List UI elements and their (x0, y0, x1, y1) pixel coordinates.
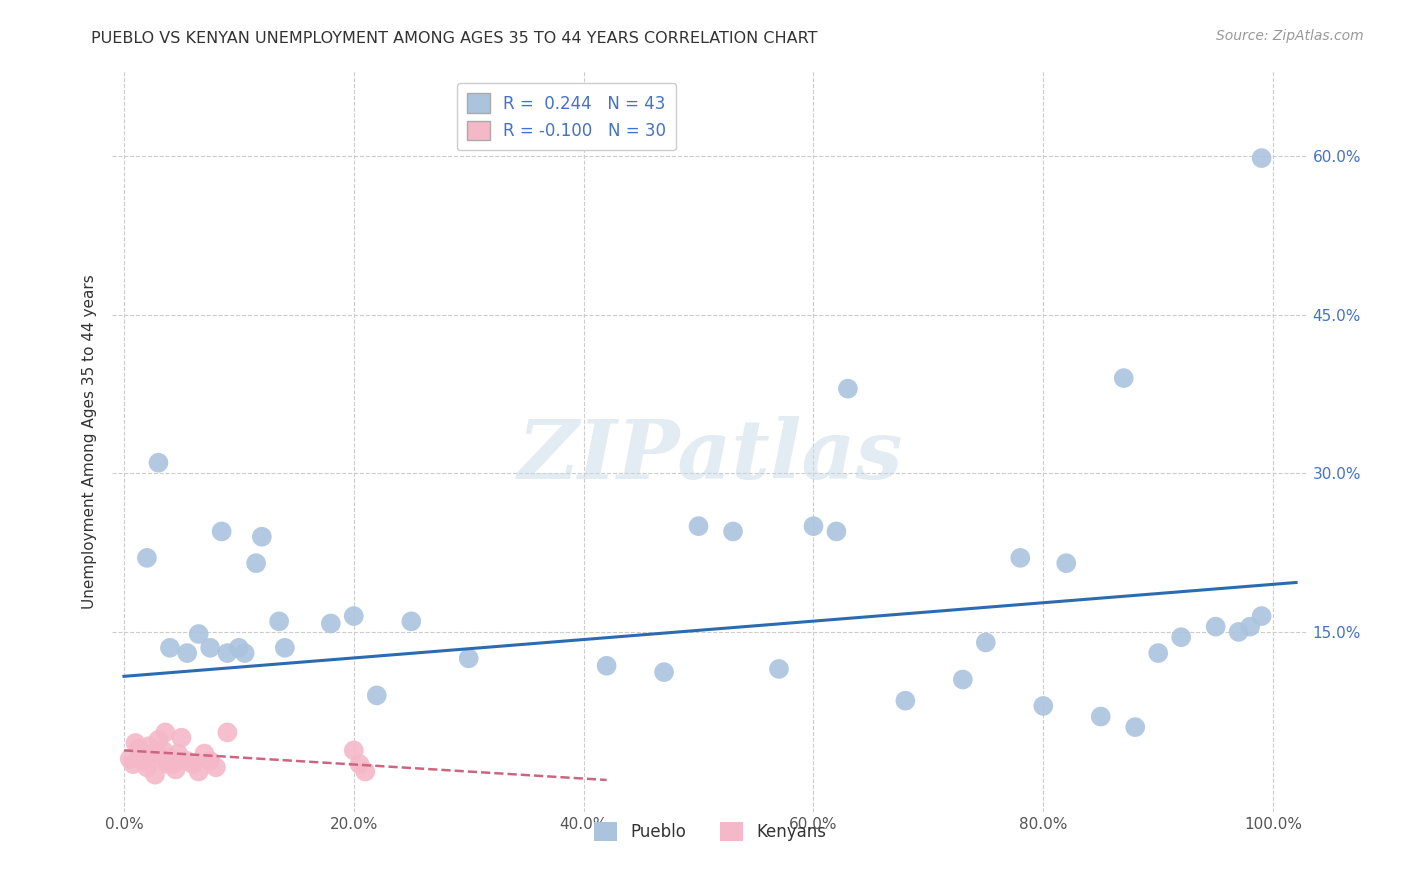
Point (136, 550, 159, 565)
Point (349, 757, 371, 772)
Point (198, 754, 221, 768)
Point (159, 752, 181, 766)
Point (128, 741, 150, 756)
Point (205, 760, 228, 774)
Point (193, 747, 215, 761)
Point (198, 640, 221, 655)
Legend: Pueblo, Kenyans: Pueblo, Kenyans (588, 815, 832, 847)
Point (457, 651, 479, 665)
Point (366, 689, 388, 703)
Point (1123, 720, 1146, 734)
Point (1227, 624, 1250, 639)
Point (143, 767, 166, 781)
Point (1250, 151, 1272, 165)
Point (319, 616, 342, 631)
Point (152, 743, 174, 757)
Point (211, 524, 233, 539)
Point (1032, 698, 1054, 713)
Point (148, 732, 170, 747)
Point (176, 646, 198, 660)
Point (1090, 709, 1112, 723)
Point (129, 747, 152, 761)
Point (122, 757, 145, 772)
Point (217, 725, 239, 739)
Point (1147, 646, 1170, 660)
Point (721, 524, 744, 539)
Point (1205, 619, 1227, 633)
Point (952, 673, 974, 687)
Point (595, 658, 617, 673)
Point (250, 530, 273, 544)
Point (274, 640, 297, 655)
Point (187, 627, 209, 641)
Point (228, 640, 250, 655)
Point (159, 640, 181, 655)
Point (343, 743, 366, 757)
Point (118, 752, 141, 766)
Point (1239, 619, 1261, 633)
Point (181, 757, 204, 772)
Point (688, 519, 710, 533)
Point (825, 524, 848, 539)
Point (269, 615, 291, 629)
Point (217, 646, 239, 660)
Y-axis label: Unemployment Among Ages 35 to 44 years: Unemployment Among Ages 35 to 44 years (82, 274, 97, 609)
Point (1054, 556, 1077, 570)
Point (401, 615, 423, 629)
Point (162, 757, 183, 772)
Text: Source: ZipAtlas.com: Source: ZipAtlas.com (1216, 29, 1364, 43)
Point (1010, 550, 1032, 565)
Point (136, 760, 159, 774)
Text: ZIPatlas: ZIPatlas (517, 417, 903, 496)
Point (1250, 609, 1272, 624)
Point (167, 747, 190, 761)
Point (343, 609, 366, 624)
Point (155, 725, 177, 739)
Point (176, 754, 198, 768)
Point (768, 662, 790, 676)
Point (165, 763, 187, 777)
Text: PUEBLO VS KENYAN UNEMPLOYMENT AMONG AGES 35 TO 44 YEARS CORRELATION CHART: PUEBLO VS KENYAN UNEMPLOYMENT AMONG AGES… (91, 31, 818, 46)
Point (187, 764, 209, 779)
Point (156, 757, 179, 772)
Point (149, 749, 172, 764)
Point (894, 694, 917, 708)
Point (974, 635, 997, 649)
Point (233, 646, 256, 660)
Point (142, 747, 165, 761)
Point (1112, 371, 1135, 385)
Point (148, 456, 170, 470)
Point (803, 519, 825, 533)
Point (354, 764, 377, 779)
Point (837, 382, 859, 396)
Point (652, 665, 675, 679)
Point (170, 731, 193, 745)
Point (138, 739, 160, 753)
Point (124, 736, 146, 750)
Point (1170, 630, 1192, 644)
Point (245, 556, 267, 570)
Point (132, 754, 155, 768)
